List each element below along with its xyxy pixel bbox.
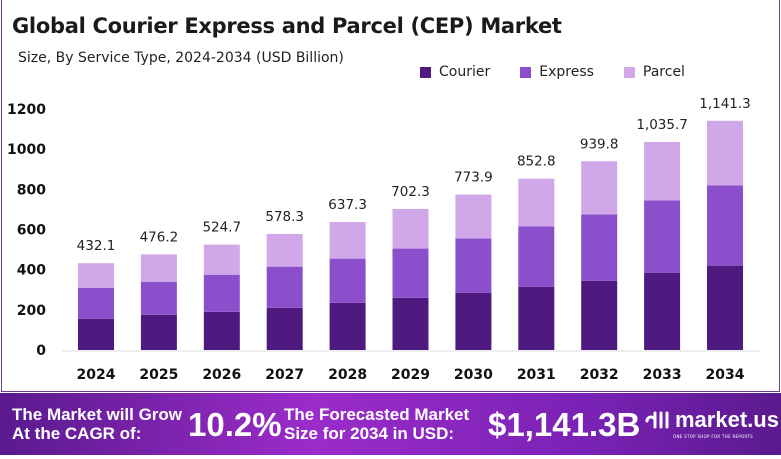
bar-segment-parcel <box>203 244 240 275</box>
x-tick-label: 2030 <box>454 367 493 383</box>
x-tick-label: 2029 <box>391 367 430 383</box>
bar-segment-courier <box>392 297 429 350</box>
chart-subtitle: Size, By Service Type, 2024-2034 (USD Bi… <box>18 50 344 66</box>
x-tick-label: 2025 <box>139 367 178 383</box>
bar-segment-courier <box>78 318 114 350</box>
bar-segment-courier <box>518 286 555 350</box>
total-label: 1,141.3 <box>699 96 751 112</box>
x-tick-label: 2034 <box>706 367 745 383</box>
bar-segment-courier <box>707 265 743 350</box>
logo-icon <box>645 411 669 429</box>
bar-segment-parcel <box>455 194 492 239</box>
x-tick-label: 2028 <box>328 367 367 383</box>
bar-segment-express <box>581 214 618 281</box>
y-tick-label: 600 <box>17 223 46 239</box>
legend-swatch <box>520 66 532 78</box>
total-label: 1,035.7 <box>636 117 688 133</box>
bar-segment-express <box>203 274 240 312</box>
legend-label: Parcel <box>642 64 685 80</box>
bar-segment-courier <box>266 307 303 350</box>
bar-segment-express <box>78 287 114 319</box>
bar-segment-courier <box>455 292 492 350</box>
total-label: 939.8 <box>580 136 619 152</box>
y-tick-label: 0 <box>36 343 46 359</box>
bar-segment-express <box>140 281 177 315</box>
x-tick-label: 2024 <box>77 367 116 383</box>
bar-segment-express <box>266 266 303 308</box>
bar-segment-express <box>392 248 429 298</box>
total-label: 773.9 <box>454 170 493 186</box>
x-tick-label: 2027 <box>265 367 304 383</box>
total-label: 637.3 <box>328 197 367 213</box>
bar-chart: 0 200 400 600 800 1000 1200 432.1 2024 476.2 2025 5… <box>7 96 760 383</box>
bar-segment-parcel <box>707 120 743 186</box>
forecast-value: $1,141.3B <box>488 406 641 443</box>
legend-swatch <box>420 66 431 78</box>
legend-item-parcel: Parcel <box>623 64 685 80</box>
total-label: 852.8 <box>517 154 556 170</box>
cagr-label-line: At the CAGR of: <box>12 424 142 443</box>
legend: Courier Express Parcel <box>420 64 685 80</box>
bar-segment-parcel <box>518 178 555 227</box>
total-label: 432.1 <box>77 238 116 254</box>
bar-segment-parcel <box>329 222 366 259</box>
bar-segment-courier <box>140 314 177 350</box>
y-tick-label: 200 <box>17 303 46 319</box>
x-tick-label: 2031 <box>517 367 556 383</box>
bar-segment-courier <box>644 272 681 350</box>
bar-segment-courier <box>581 280 618 350</box>
y-tick-label: 800 <box>17 182 46 198</box>
x-tick-label: 2026 <box>202 367 241 383</box>
total-label: 578.3 <box>265 209 304 225</box>
chart-title: Global Courier Express and Parcel (CEP) … <box>12 14 562 38</box>
footer-banner: The Market will Grow At the CAGR of: 10.2… <box>0 393 781 455</box>
legend-item-express: Express <box>520 64 594 80</box>
y-tick-label: 1000 <box>7 142 46 158</box>
cagr-label: The Market will Grow At the CAGR of: <box>12 405 182 443</box>
forecast-label: The Forecasted Market Size for 2034 in US… <box>284 405 469 443</box>
bar-segment-parcel <box>581 161 618 215</box>
logo-tagline: ONE STOP SHOP FOR THE REPORTS <box>673 434 753 439</box>
total-label: 702.3 <box>391 184 430 200</box>
x-tick-label: 2032 <box>580 367 619 383</box>
bar-segment-express <box>707 185 743 266</box>
bar-segment-express <box>455 238 492 293</box>
legend-label: Express <box>539 64 594 80</box>
bar-segment-express <box>518 226 555 287</box>
forecast-label-line: Size for 2034 in USD: <box>284 424 455 443</box>
forecast-label-line: The Forecasted Market <box>284 405 470 424</box>
bar-segment-parcel <box>140 254 177 282</box>
legend-swatch <box>623 66 635 78</box>
bar-segment-express <box>329 258 366 303</box>
total-label: 524.7 <box>202 220 241 236</box>
bar-segment-parcel <box>644 141 681 201</box>
y-tick-label: 1200 <box>7 102 46 118</box>
cagr-label-line: The Market will Grow <box>12 405 183 424</box>
total-label: 476.2 <box>140 229 179 245</box>
logo-text: market.us <box>675 407 779 432</box>
cagr-value: 10.2% <box>188 406 282 443</box>
legend-item-courier: Courier <box>420 64 490 80</box>
bar-segment-parcel <box>392 208 429 249</box>
market-us-logo: market.us ONE STOP SHOP FOR THE REPORTS <box>645 407 779 439</box>
bar-segment-parcel <box>78 263 114 288</box>
bar-segment-parcel <box>266 233 303 267</box>
y-tick-label: 400 <box>17 263 46 279</box>
legend-label: Courier <box>439 64 491 80</box>
bar-segment-courier <box>329 302 366 350</box>
bar-segment-express <box>644 200 681 273</box>
bar-segment-courier <box>203 311 240 350</box>
x-tick-label: 2033 <box>643 367 682 383</box>
